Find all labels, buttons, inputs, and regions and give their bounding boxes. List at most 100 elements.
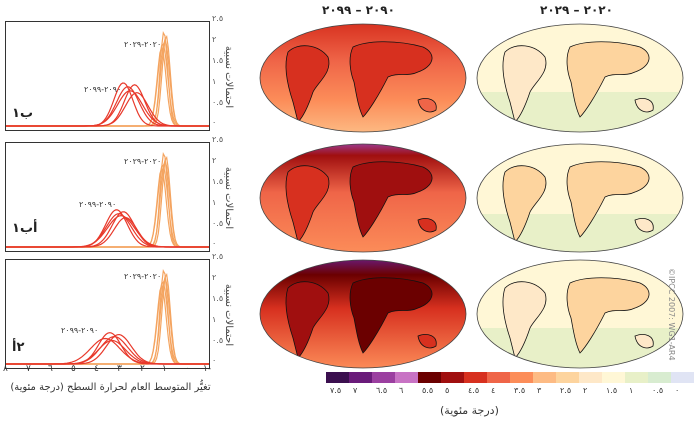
y-tick: ٢.٥ xyxy=(212,14,224,23)
pdf-curve-2020-2029 xyxy=(6,31,209,127)
x-tick: ٤ xyxy=(94,364,99,374)
colorbar-label: ٣ xyxy=(537,386,542,395)
y-axis-label: احتمالات نسبية xyxy=(223,283,234,347)
pdf-chart-ab1 xyxy=(6,152,209,248)
pdf-curve-2020-2029 xyxy=(6,37,209,127)
map-ab1-2090 xyxy=(259,143,467,253)
panel-label: ٢أ xyxy=(12,340,25,355)
y-tick: ٢ xyxy=(212,35,217,44)
annotation-2020: ٢٠٢٠-٢٠٢٩ xyxy=(124,40,162,49)
colorbar-label: ٣.٥ xyxy=(514,386,526,395)
x-tick: ٨ xyxy=(3,364,8,374)
colorbar-swatch xyxy=(556,372,579,383)
map-b1-2020 xyxy=(476,23,684,133)
panel-label: أب١ xyxy=(12,221,38,236)
y-tick: ١ xyxy=(212,198,217,207)
colorbar-label: ٤ xyxy=(491,386,496,395)
pdf-panel-ab1: أب١ ٢٠٢٠-٢٠٢٩ ٢٠٩٠-٢٠٩٩ xyxy=(5,142,210,252)
colorbar-label: ٢.٥ xyxy=(560,386,572,395)
colorbar-swatch xyxy=(510,372,533,383)
column-header-2020: ٢٠٢٠ – ٢٠٢٩ xyxy=(540,3,613,17)
x-tick: ٢ xyxy=(140,364,145,374)
pdf-curve-2020-2029 xyxy=(6,281,209,365)
copyright-credit: ©IPCC 2007: WG1-AR4 xyxy=(667,268,676,361)
annotation-2020: ٢٠٢٠-٢٠٢٩ xyxy=(124,272,162,281)
y-tick: ٢.٥ xyxy=(212,135,224,144)
x-tick: ٧ xyxy=(26,364,31,374)
y-tick: ٢ xyxy=(212,273,217,282)
colorbar-swatch xyxy=(395,372,418,383)
colorbar-label: ٥.٥ xyxy=(422,386,434,395)
colorbar-label: ٠ xyxy=(675,386,680,395)
y-tick: ١.٥ xyxy=(212,177,224,186)
x-tick: ٥ xyxy=(71,364,76,374)
colorbar-swatch xyxy=(464,372,487,383)
pdf-curve-2020-2029 xyxy=(6,269,209,365)
colorbar-label: ٧.٥ xyxy=(330,386,342,395)
y-tick: ٠ xyxy=(212,239,217,248)
colorbar-swatch xyxy=(441,372,464,383)
y-tick: ٢ xyxy=(212,156,217,165)
colorbar-units: (درجة مئوية) xyxy=(440,404,499,417)
colorbar-label: ٦ xyxy=(399,386,404,395)
pdf-curve-2020-2029 xyxy=(6,35,209,127)
map-2a-2020 xyxy=(476,259,684,369)
column-header-2090: ٢٠٩٠ – ٢٠٩٩ xyxy=(322,3,395,17)
colorbar-label: ٤.٥ xyxy=(468,386,480,395)
colorbar-swatch xyxy=(533,372,556,383)
colorbar-label: ٦.٥ xyxy=(376,386,388,395)
x-tick: ٠ xyxy=(185,364,190,374)
map-2a-2090 xyxy=(259,259,467,369)
colorbar-swatch xyxy=(349,372,372,383)
colorbar-swatch xyxy=(671,372,694,383)
y-tick: ١.٥ xyxy=(212,294,224,303)
pdf-panel-b1: ب١ ٢٠٢٠-٢٠٢٩ ٢٠٩٠-٢٠٩٩ xyxy=(5,21,210,131)
pdf-curve-2090-2099 xyxy=(6,332,209,365)
colorbar-swatch xyxy=(372,372,395,383)
annotation-2020: ٢٠٢٠-٢٠٢٩ xyxy=(124,157,162,166)
x-tick: ١- xyxy=(203,364,212,374)
colorbar-swatch xyxy=(625,372,648,383)
colorbar-swatch xyxy=(418,372,441,383)
pdf-curve-2090-2099 xyxy=(6,90,209,127)
colorbar-label: ٧ xyxy=(353,386,358,395)
pdf-curve-2020-2029 xyxy=(6,283,209,365)
y-tick: ٠ xyxy=(212,356,217,365)
y-axis-label: احتمالات نسبية xyxy=(223,166,234,230)
y-tick: ١ xyxy=(212,315,217,324)
pdf-curve-2020-2029 xyxy=(6,275,209,365)
panel-label: ب١ xyxy=(12,106,34,121)
y-tick: ٠.٥ xyxy=(212,336,224,345)
map-ab1-2020 xyxy=(476,143,684,253)
colorbar-swatch xyxy=(648,372,671,383)
x-axis-label: تغيُّر المتوسط العام لحرارة السطح (درجة … xyxy=(10,382,211,393)
x-tick: ٣ xyxy=(117,364,122,374)
colorbar-swatch xyxy=(602,372,625,383)
y-tick: ٢.٥ xyxy=(212,252,224,261)
annotation-2090: ٢٠٩٠-٢٠٩٩ xyxy=(79,200,117,209)
y-tick: ١.٥ xyxy=(212,56,224,65)
pdf-curve-2020-2029 xyxy=(6,273,209,365)
pdf-curve-2090-2099 xyxy=(6,335,209,365)
pdf-curve-2090-2099 xyxy=(6,339,209,365)
y-tick: ٠.٥ xyxy=(212,98,224,107)
y-tick: ٠ xyxy=(212,118,217,127)
y-tick: ١ xyxy=(212,77,217,86)
colorbar-swatch xyxy=(579,372,602,383)
x-tick: ١ xyxy=(162,364,167,374)
pdf-curve-2090-2099 xyxy=(6,92,209,127)
colorbar-label: ١.٥ xyxy=(606,386,618,395)
y-axis-label: احتمالات نسبية xyxy=(223,45,234,109)
colorbar-swatch xyxy=(487,372,510,383)
y-tick: ٠.٥ xyxy=(212,219,224,228)
pdf-panel-2a: ٢أ ٢٠٢٠-٢٠٢٩ ٢٠٩٠-٢٠٩٩ xyxy=(5,259,210,369)
annotation-2090: ٢٠٩٠-٢٠٩٩ xyxy=(61,326,99,335)
colorbar-label: ٠.٥ xyxy=(652,386,664,395)
colorbar-swatch xyxy=(326,372,349,383)
annotation-2090: ٢٠٩٠-٢٠٩٩ xyxy=(84,85,122,94)
pdf-chart-2a xyxy=(6,269,209,365)
colorbar-label: ١ xyxy=(629,386,634,395)
pdf-curve-2090-2099 xyxy=(6,216,209,248)
colorbar-label: ٢ xyxy=(583,386,588,395)
x-tick: ٦ xyxy=(48,364,53,374)
